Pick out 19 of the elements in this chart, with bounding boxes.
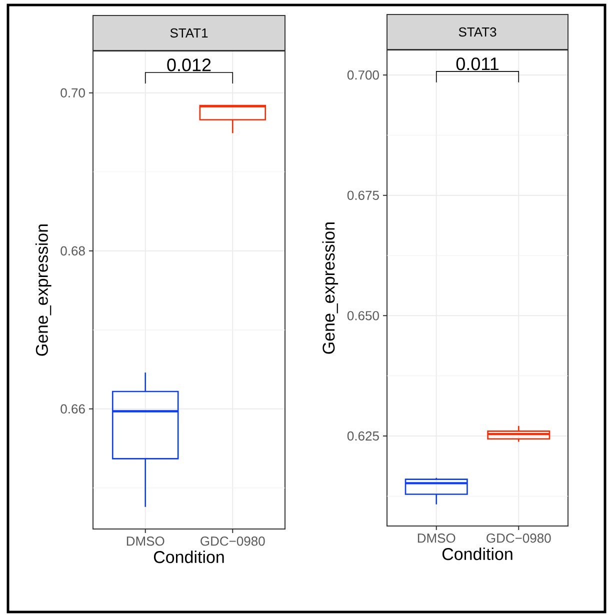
x-tick-label: GDC−0980 <box>486 534 551 543</box>
y-tick-label: 0.66 <box>60 404 85 414</box>
x-tick-label: DMSO <box>126 536 164 546</box>
chart-title: STAT3 <box>458 27 496 37</box>
y-tick-label: 0.625 <box>347 431 379 441</box>
x-axis-title: Condition <box>442 548 512 560</box>
annotation: 0.011 <box>456 57 498 70</box>
y-tick-label: 0.70 <box>60 88 85 98</box>
y-axis-title: Gene_expression <box>35 224 52 356</box>
y-tick-label: 0.650 <box>347 311 379 320</box>
y-tick-label: 0.68 <box>60 246 85 256</box>
y-tick-label: 0.675 <box>347 190 379 200</box>
x-tick-label: GDC−0980 <box>200 536 265 546</box>
chart-title: STAT1 <box>170 28 208 38</box>
y-tick-label: 0.700 <box>347 70 379 80</box>
x-axis-title: Condition <box>154 550 224 564</box>
y-axis-title: Gene_expression <box>322 222 338 354</box>
annotation: 0.012 <box>167 58 211 72</box>
x-tick-label: DMSO <box>418 534 456 543</box>
